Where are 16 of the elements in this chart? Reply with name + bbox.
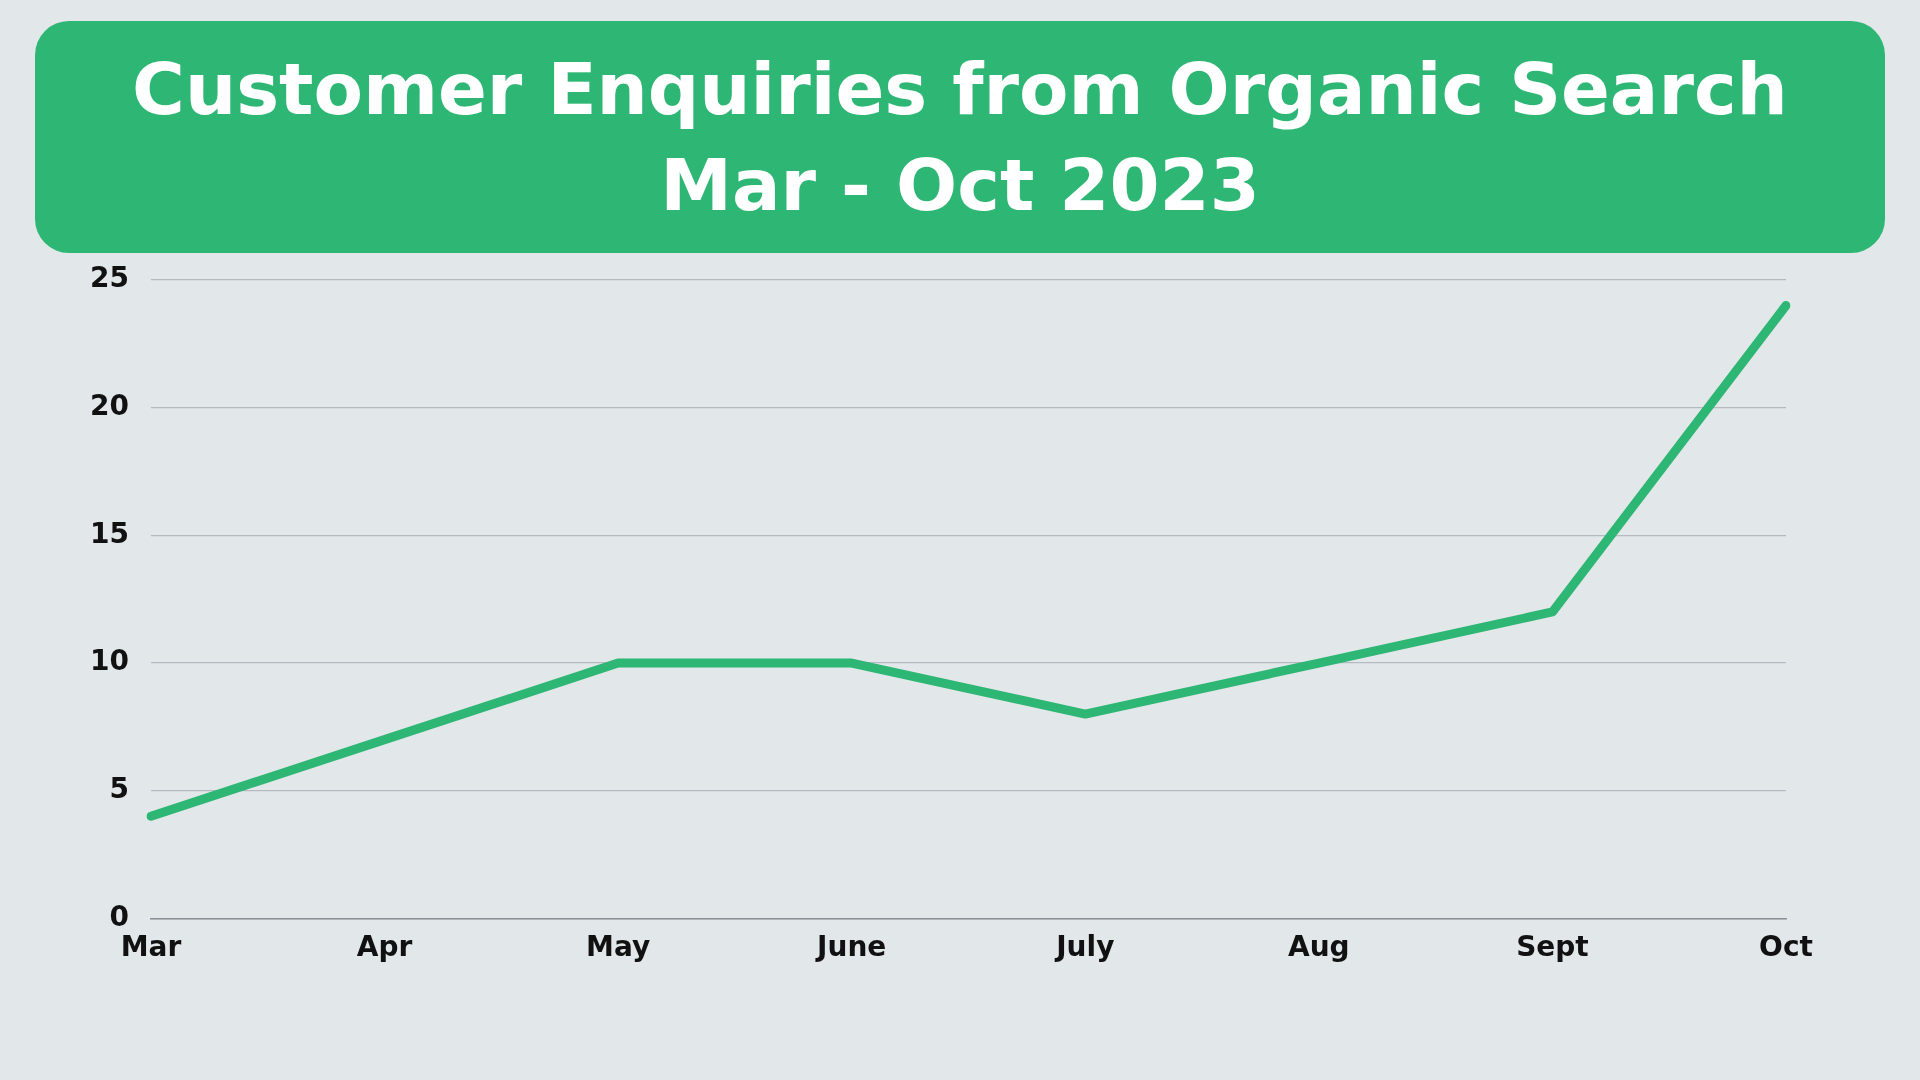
x-tick-label: Sept [1516,930,1589,964]
y-tick-label: 0 [109,899,129,933]
x-tick-label: July [1054,930,1115,964]
y-tick-label: 25 [90,261,129,295]
x-tick-label: June [815,930,887,964]
x-tick-label: Aug [1288,930,1350,964]
x-tick-label: Mar [120,930,182,964]
chart-subtitle: Mar - Oct 2023 [660,142,1260,229]
x-tick-label: May [586,930,651,964]
chart-title: Customer Enquiries from Organic Search [132,46,1788,133]
y-tick-label: 5 [109,772,129,805]
x-tick-label: Apr [356,930,413,964]
y-tick-label: 10 [90,644,129,678]
y-tick-label: 15 [90,516,129,550]
y-tick-label: 20 [90,388,129,422]
x-tick-label: Oct [1759,930,1813,964]
